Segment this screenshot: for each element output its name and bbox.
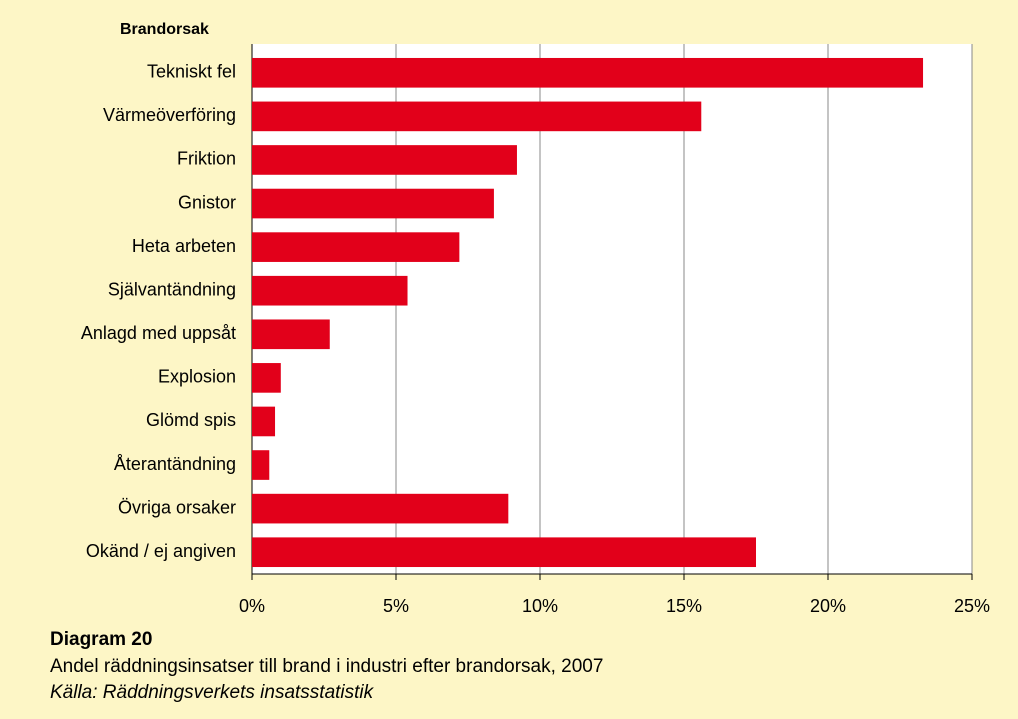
x-tick-label: 15% xyxy=(666,596,702,616)
bar xyxy=(252,57,924,88)
source: Källa: Räddningsverkets insatsstatistik xyxy=(50,682,375,703)
bar xyxy=(252,537,756,568)
bar xyxy=(252,101,702,132)
y-tick-label: Explosion xyxy=(158,367,236,387)
x-tick-label: 25% xyxy=(954,596,990,616)
y-tick-label: Okänd / ej angiven xyxy=(86,541,236,561)
plot-area xyxy=(252,44,972,574)
bar xyxy=(252,275,408,306)
x-tick-label: 10% xyxy=(522,596,558,616)
bar xyxy=(252,232,460,262)
bar xyxy=(252,188,494,219)
y-tick-label: Glömd spis xyxy=(146,410,236,430)
axis-title: Brandorsak xyxy=(120,21,209,38)
y-tick-label: Återantändning xyxy=(114,454,236,474)
y-tick-label: Värmeöverföring xyxy=(103,105,236,125)
y-tick-label: Självantändning xyxy=(108,279,236,299)
bar xyxy=(252,145,517,175)
subtitle: Andel räddningsinsatser till brand i ind… xyxy=(50,656,603,677)
x-tick-label: 0% xyxy=(239,596,265,616)
bar xyxy=(252,450,270,480)
x-tick-label: 5% xyxy=(383,596,409,616)
bar xyxy=(252,406,276,437)
y-tick-label: Heta arbeten xyxy=(132,236,236,256)
y-tick-label: Gnistor xyxy=(178,192,236,212)
y-tick-label: Friktion xyxy=(177,149,236,169)
x-tick-label: 20% xyxy=(810,596,846,616)
bar xyxy=(252,363,281,393)
y-tick-label: Tekniskt fel xyxy=(147,62,236,82)
bar xyxy=(252,493,509,524)
y-tick-label: Anlagd med uppsåt xyxy=(81,323,236,343)
chart-title: Diagram 20 xyxy=(50,629,152,650)
y-tick-label: Övriga orsaker xyxy=(118,497,236,517)
bar xyxy=(252,319,330,350)
